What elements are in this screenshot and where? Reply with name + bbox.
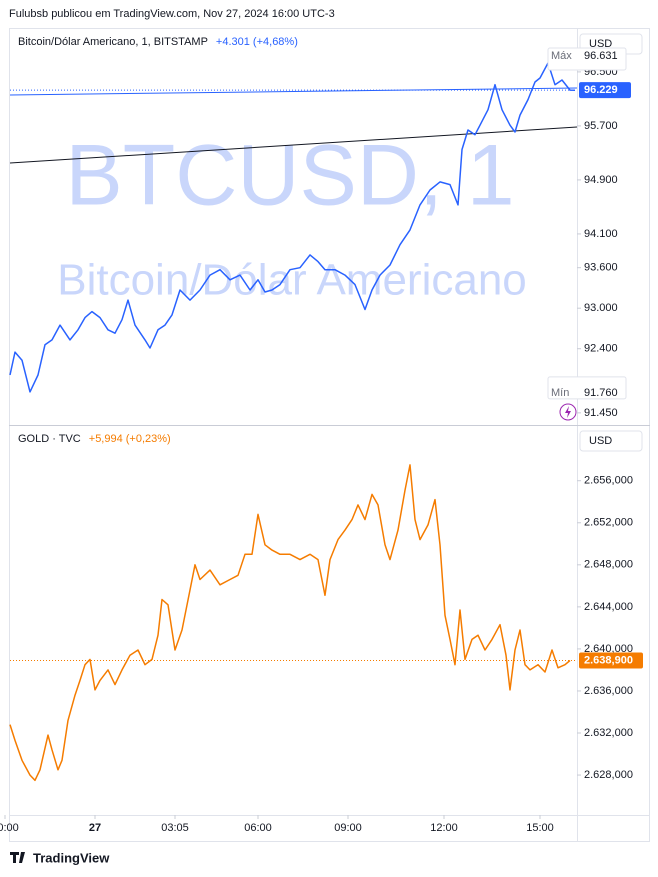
price-line [9, 62, 576, 393]
y-tick-label: 92.400 [584, 343, 618, 355]
min-name: Mín [551, 387, 569, 399]
tv-logo [10, 852, 25, 863]
y-tick-label: 91.450 [584, 407, 618, 419]
max-name: Máx [551, 50, 572, 62]
watermark-name: Bitcoin/Dólar Americano [57, 256, 527, 305]
x-tick-label: 06:00 [244, 822, 272, 834]
last-price-box [579, 82, 631, 99]
x-tick-label: 09:00 [334, 822, 362, 834]
y-tick-label: 2.636,000 [584, 685, 633, 697]
last-price-box [579, 652, 643, 669]
x-tick-label: 27 [89, 822, 101, 834]
max-box [547, 47, 627, 71]
trend-line [9, 126, 578, 164]
y-tick-label: 2.656,000 [584, 475, 633, 487]
watermark-symbol: BTCUSD, 1 [65, 128, 514, 224]
y-tick-label: 2.632,000 [584, 727, 633, 739]
legend-title: GOLD · TVC [18, 433, 81, 445]
legend-change: +5,994 (+0,23%) [89, 433, 171, 445]
y-tick-label: 93.600 [584, 262, 618, 274]
last-price-label: 96.229 [584, 84, 618, 96]
y-tick-label: 93.000 [584, 302, 618, 314]
chart-frame [9, 28, 650, 842]
min-box [547, 376, 627, 400]
chart-layer: 96.50095.70094.90094.10093.60093.00092.4… [0, 33, 643, 834]
x-tick-label: 03:05 [161, 822, 189, 834]
y-tick-label: 94.900 [584, 174, 618, 186]
price-line [9, 464, 571, 782]
y-tick-label: 2.644,000 [584, 601, 633, 613]
y-tick-label: 2.648,000 [584, 559, 633, 571]
x-tick-label: 00:00 [0, 822, 19, 834]
currency-label: USD [589, 435, 612, 447]
legend-title: Bitcoin/Dólar Americano, 1, BITSTAMP [18, 36, 208, 48]
y-tick-label: 2.652,000 [584, 517, 633, 529]
x-tick-label: 15:00 [526, 822, 554, 834]
legend-change: +4.301 (+4,68%) [216, 36, 298, 48]
min-label: 91.760 [584, 387, 618, 399]
y-tick-label: 95.700 [584, 120, 618, 132]
y-tick-label: 2.628,000 [584, 769, 633, 781]
watermark: BTCUSD, 1 Bitcoin/Dólar Americano [57, 128, 527, 305]
currency-box [579, 430, 643, 452]
brand: TradingView [33, 850, 110, 865]
max-label: 96.631 [584, 50, 618, 62]
y-tick-label: 94.100 [584, 228, 618, 240]
currency-label: USD [589, 38, 612, 50]
alert-bolt [565, 406, 571, 418]
last-price-label: 2.638,900 [584, 654, 633, 666]
trend-line [9, 87, 578, 96]
publish-info: Fulubsb publicou em TradingView.com, Nov… [9, 8, 335, 20]
y-tick-label: 2.640,000 [584, 643, 633, 655]
x-tick-label: 12:00 [430, 822, 458, 834]
